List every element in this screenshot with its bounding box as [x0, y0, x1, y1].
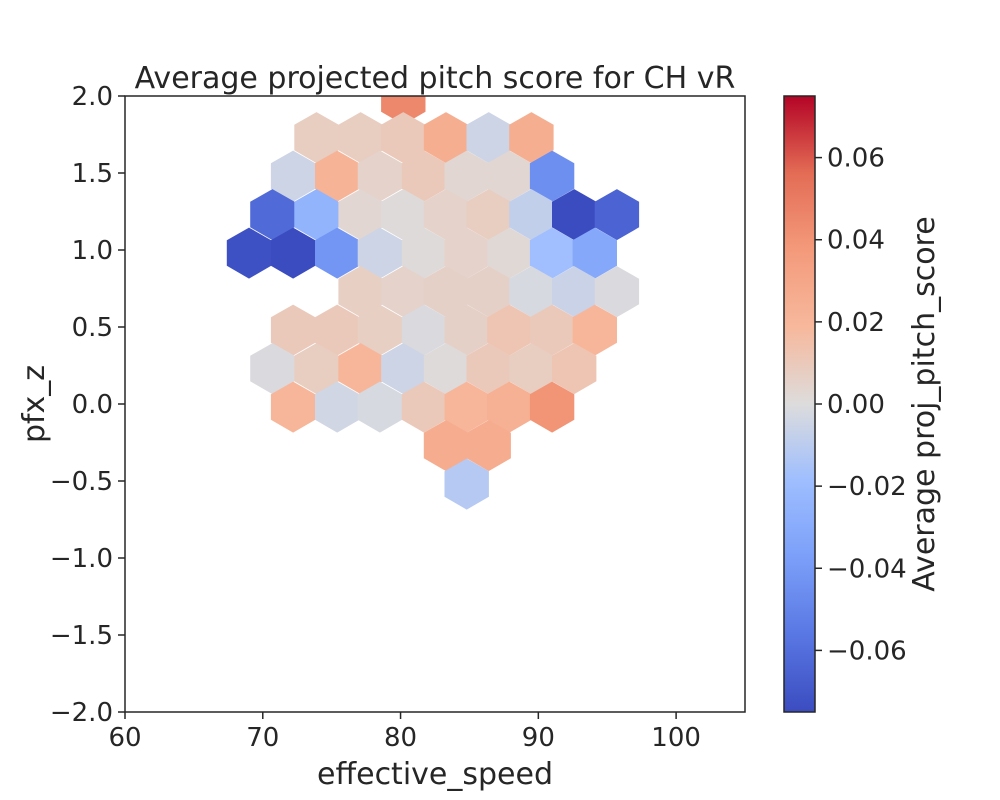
hex-cell — [401, 150, 447, 202]
hex-cell — [401, 304, 447, 356]
hex-cell — [487, 150, 532, 202]
x-tick-label: 60 — [108, 723, 141, 753]
hex-cell — [444, 458, 489, 510]
hex-cell — [487, 227, 532, 279]
hex-cell — [529, 381, 575, 433]
chart-title: Average projected pitch score for CH vR — [135, 61, 736, 96]
hex-cell — [466, 189, 511, 241]
y-tick-label: −0.5 — [50, 467, 113, 497]
hex-cell — [401, 381, 447, 433]
hex-cell — [294, 189, 339, 241]
hex-cell — [270, 304, 316, 356]
x-tick-label: 80 — [384, 723, 417, 753]
hex-cell — [487, 381, 532, 433]
hex-cell — [315, 150, 360, 202]
hex-cell — [294, 343, 339, 395]
hex-cell — [444, 150, 489, 202]
hex-cell — [509, 343, 554, 395]
hex-cell — [423, 189, 469, 241]
hex-cell — [357, 227, 403, 279]
colorbar-tick-label: −0.06 — [827, 636, 907, 666]
hex-cell — [338, 112, 383, 164]
hex-cell — [315, 227, 360, 279]
hex-cell — [357, 304, 403, 356]
hex-cell — [466, 420, 511, 472]
hex-cell — [594, 189, 640, 241]
hex-cell — [401, 227, 447, 279]
hex-cell — [444, 381, 489, 433]
hex-cell — [270, 150, 316, 202]
hex-cell — [226, 227, 272, 279]
hex-cell — [315, 381, 360, 433]
colorbar-ticks: 0.06 0.04 0.02 0.00 −0.02 −0.04 −0.06 — [815, 144, 907, 666]
hex-cell — [466, 266, 511, 318]
x-tick-label: 70 — [246, 723, 279, 753]
hex-cell — [270, 381, 316, 433]
hex-cell — [338, 189, 383, 241]
hex-cell — [466, 343, 511, 395]
hex-cell — [594, 266, 640, 318]
colorbar-label: Average proj_pitch_score — [907, 216, 942, 591]
x-tick-label: 100 — [651, 723, 701, 753]
y-tick-label: 1.5 — [72, 159, 113, 189]
y-tick-label: 0.5 — [72, 313, 113, 343]
hex-cell — [444, 304, 489, 356]
hexbin-cells — [226, 96, 640, 510]
colorbar — [784, 96, 815, 712]
colorbar-tick-label: 0.06 — [827, 144, 885, 174]
hex-cell — [250, 343, 295, 395]
hex-cell — [423, 266, 469, 318]
hex-cell — [423, 112, 469, 164]
y-tick-label: −2.0 — [50, 698, 113, 728]
hex-cell — [509, 189, 554, 241]
y-tick-label: 0.0 — [72, 390, 113, 420]
hex-cell — [552, 343, 597, 395]
hex-cell — [552, 266, 597, 318]
colorbar-tick-label: 0.02 — [827, 308, 885, 338]
hex-cell — [572, 227, 617, 279]
hex-cell — [509, 266, 554, 318]
hex-cell — [466, 112, 511, 164]
hex-cell — [529, 227, 575, 279]
x-tick-label: 90 — [522, 723, 555, 753]
hex-cell — [357, 150, 403, 202]
colorbar-tick-label: −0.02 — [827, 472, 907, 502]
x-axis: 60 70 80 90 100 — [108, 712, 701, 753]
hex-cell — [381, 112, 426, 164]
hex-cell — [381, 266, 426, 318]
y-tick-label: −1.5 — [50, 621, 113, 651]
y-tick-label: 1.0 — [72, 236, 113, 266]
hex-cell — [423, 420, 469, 472]
hex-cell — [338, 266, 383, 318]
hex-cell — [444, 227, 489, 279]
y-tick-label: 2.0 — [72, 82, 113, 112]
hex-cell — [423, 343, 469, 395]
y-axis: 2.0 1.5 1.0 0.5 0.0 −0.5 −1.0 −1.5 −2.0 — [50, 82, 125, 728]
hex-cell — [529, 304, 575, 356]
y-axis-label: pfx_z — [17, 365, 52, 443]
x-axis-label: effective_speed — [317, 757, 553, 792]
hex-cell — [572, 304, 617, 356]
hex-cell — [315, 304, 360, 356]
colorbar-tick-label: −0.04 — [827, 554, 907, 584]
hex-cell — [381, 343, 426, 395]
hex-cell — [294, 112, 339, 164]
hex-cell — [552, 189, 597, 241]
hex-cell — [381, 96, 426, 125]
hex-cell — [487, 304, 532, 356]
hex-cell — [381, 189, 426, 241]
colorbar-tick-label: 0.00 — [827, 390, 885, 420]
hex-cell — [270, 227, 316, 279]
colorbar-tick-label: 0.04 — [827, 226, 885, 256]
hex-cell — [529, 150, 575, 202]
hex-cell — [357, 381, 403, 433]
y-tick-label: −1.0 — [50, 544, 113, 574]
hex-cell — [338, 343, 383, 395]
hex-cell — [250, 189, 295, 241]
hex-cell — [509, 112, 554, 164]
